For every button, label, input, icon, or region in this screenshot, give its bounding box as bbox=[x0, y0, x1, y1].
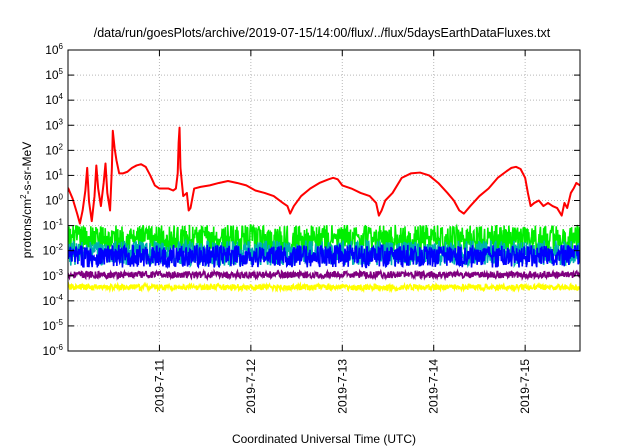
y-tick-exponent: 2 bbox=[59, 142, 64, 151]
series-line-red bbox=[68, 126, 580, 225]
y-tick-labels: 10-610-510-410-310-210-11001011021031041… bbox=[43, 42, 64, 358]
x-tick-labels: 2019-7-11 2019-7-12 2019-7-13 2019-7-14 2019… bbox=[152, 359, 532, 414]
y-tick-exponent: -1 bbox=[56, 218, 64, 227]
y-tick-label: 106 bbox=[45, 42, 63, 57]
y-tick-label: 105 bbox=[45, 67, 63, 82]
y-tick-base: 10 bbox=[43, 294, 57, 308]
chart-title: /data/run/goesPlots/archive/2019-07-15/1… bbox=[94, 26, 551, 40]
y-tick-label: 103 bbox=[45, 117, 63, 132]
y-tick-label: 10-5 bbox=[43, 318, 64, 333]
y-tick-base: 10 bbox=[43, 219, 57, 233]
y-tick-base: 10 bbox=[45, 43, 59, 57]
y-tick-base: 10 bbox=[43, 344, 57, 358]
y-tick-base: 10 bbox=[45, 168, 59, 182]
x-tick-label: 2019-7-14 bbox=[427, 359, 441, 414]
series-line bbox=[68, 243, 580, 270]
x-tick-label: 2019-7-13 bbox=[335, 359, 349, 414]
y-tick-exponent: 3 bbox=[59, 117, 64, 126]
series-line bbox=[68, 268, 580, 282]
y-tick-base: 10 bbox=[43, 269, 57, 283]
y-tick-exponent: -2 bbox=[56, 243, 64, 252]
y-tick-base: 10 bbox=[43, 319, 57, 333]
y-tick-label: 10-4 bbox=[43, 293, 64, 308]
y-tick-base: 10 bbox=[45, 93, 59, 107]
y-tick-label: 101 bbox=[45, 167, 63, 182]
y-tick-exponent: 4 bbox=[59, 92, 64, 101]
y-axis-label-sup: 2 bbox=[19, 194, 28, 199]
ticks bbox=[68, 49, 580, 352]
y-tick-base: 10 bbox=[45, 143, 59, 157]
y-axis-label-main: protons/cm bbox=[20, 199, 34, 258]
y-tick-exponent: 1 bbox=[59, 167, 64, 176]
y-tick-exponent: -4 bbox=[56, 293, 64, 302]
y-tick-label: 10-2 bbox=[43, 243, 64, 258]
y-tick-exponent: 5 bbox=[59, 67, 64, 76]
y-tick-exponent: -6 bbox=[56, 343, 64, 352]
y-axis-label-rest: -s-sr-MeV bbox=[20, 142, 34, 195]
y-tick-label: 10-6 bbox=[43, 343, 64, 358]
y-tick-label: 102 bbox=[45, 142, 63, 157]
x-tick-label: 2019-7-12 bbox=[244, 359, 258, 414]
y-tick-base: 10 bbox=[45, 118, 59, 132]
y-tick-base: 10 bbox=[43, 244, 57, 258]
y-tick-label: 10-1 bbox=[43, 218, 64, 233]
y-tick-exponent: 0 bbox=[59, 193, 64, 202]
y-tick-label: 10-3 bbox=[43, 268, 64, 283]
y-tick-label: 104 bbox=[45, 92, 63, 107]
x-tick-label: 2019-7-15 bbox=[518, 359, 532, 414]
x-axis-label: Coordinated Universal Time (UTC) bbox=[232, 432, 416, 446]
series-group bbox=[68, 126, 580, 294]
y-tick-base: 10 bbox=[45, 194, 59, 208]
y-tick-exponent: -5 bbox=[56, 318, 64, 327]
y-tick-exponent: -3 bbox=[56, 268, 64, 277]
series-line bbox=[68, 281, 580, 294]
y-tick-label: 100 bbox=[45, 193, 63, 208]
x-tick-label: 2019-7-11 bbox=[152, 359, 166, 413]
y-tick-base: 10 bbox=[45, 68, 59, 82]
y-tick-exponent: 6 bbox=[59, 42, 64, 51]
y-axis-label: protons/cm2-s-sr-MeV bbox=[19, 142, 34, 258]
